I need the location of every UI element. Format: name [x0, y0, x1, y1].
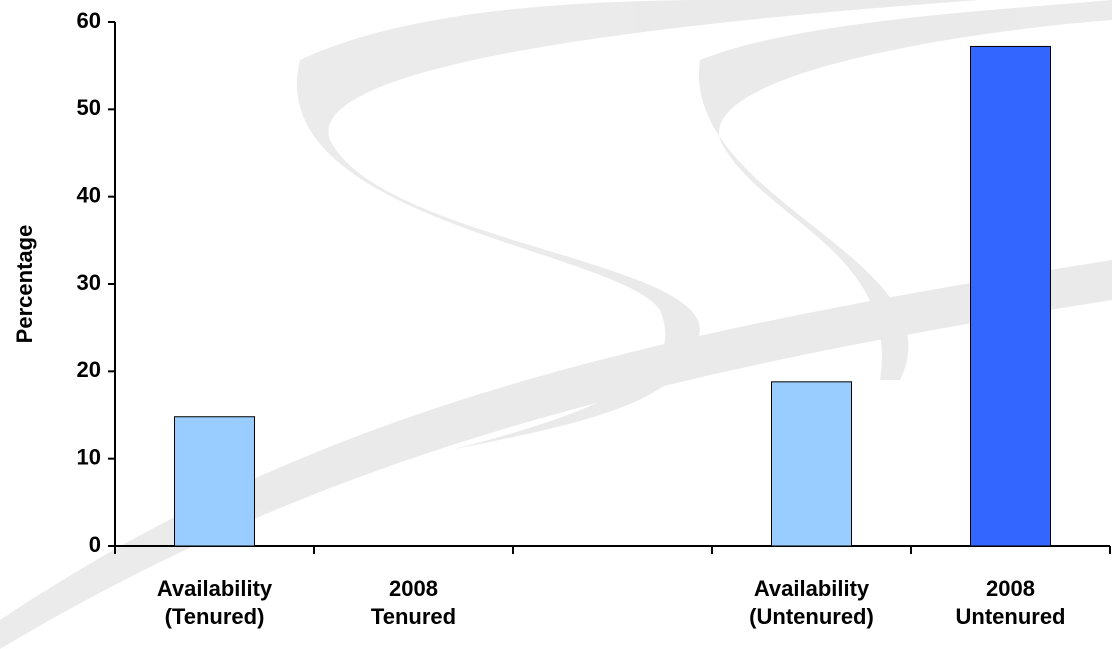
bar [771, 381, 852, 547]
bar [970, 45, 1051, 547]
y-tick-label: 10 [77, 444, 101, 469]
y-tick-label: 40 [77, 182, 101, 207]
y-tick-label: 50 [77, 95, 101, 120]
x-tick-label: 2008 Untenured [955, 576, 1066, 629]
y-tick-label: 20 [77, 357, 101, 382]
y-tick-label: 0 [89, 532, 101, 557]
y-axis-title: Percentage [12, 225, 37, 344]
bar [174, 416, 255, 547]
y-tick-label: 30 [77, 270, 101, 295]
y-tick-label: 60 [77, 8, 101, 33]
x-tick-label: Availability (Untenured) [749, 576, 874, 629]
x-tick-label: 2008 Tenured [370, 576, 457, 629]
x-tick-label: Availability (Tenured) [156, 576, 273, 629]
